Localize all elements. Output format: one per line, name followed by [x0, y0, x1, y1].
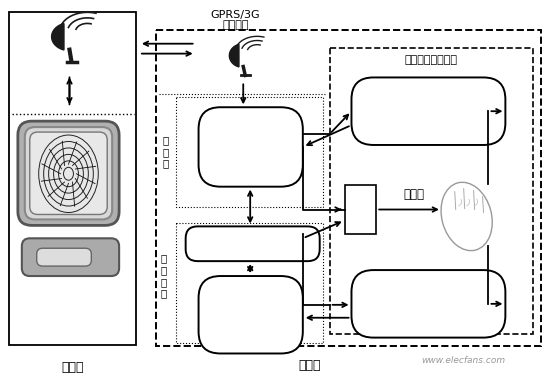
Text: VO8820摄像头B: VO8820摄像头B — [392, 299, 464, 309]
Bar — [176, 224, 322, 342]
Bar — [156, 30, 541, 345]
Text: 指
纹
算
法: 指 纹 算 法 — [161, 254, 167, 298]
Text: MTK6577
(MCU): MTK6577 (MCU) — [223, 133, 278, 161]
Polygon shape — [229, 44, 239, 67]
Bar — [9, 12, 136, 345]
Text: 控
制
器: 控 制 器 — [163, 135, 169, 168]
Text: 结构光: 结构光 — [403, 188, 425, 201]
FancyBboxPatch shape — [37, 248, 92, 266]
FancyBboxPatch shape — [351, 270, 506, 338]
FancyBboxPatch shape — [351, 78, 506, 145]
FancyBboxPatch shape — [199, 107, 303, 187]
Text: 光
投
影: 光 投 影 — [357, 193, 364, 226]
FancyBboxPatch shape — [186, 226, 320, 261]
FancyBboxPatch shape — [30, 132, 107, 214]
Polygon shape — [52, 24, 64, 50]
FancyBboxPatch shape — [22, 238, 119, 276]
Text: TMS320C5515
(DSP): TMS320C5515 (DSP) — [208, 301, 292, 329]
Text: 服务器: 服务器 — [61, 361, 84, 374]
Bar — [330, 48, 533, 334]
FancyBboxPatch shape — [18, 121, 119, 225]
Text: 指纹光学采集系统: 指纹光学采集系统 — [405, 55, 457, 64]
Text: GPRS/3G: GPRS/3G — [210, 10, 260, 20]
Text: 客户端: 客户端 — [299, 359, 321, 372]
Bar — [176, 97, 322, 207]
Text: 无线传输: 无线传输 — [222, 20, 249, 30]
Text: 双SDRAM控制器: 双SDRAM控制器 — [219, 238, 285, 248]
Text: VO8820摄像头A: VO8820摄像头A — [392, 106, 464, 116]
FancyBboxPatch shape — [199, 276, 303, 354]
FancyBboxPatch shape — [25, 127, 112, 219]
Text: www.elecfans.com: www.elecfans.com — [422, 356, 506, 365]
Bar — [345, 184, 376, 234]
